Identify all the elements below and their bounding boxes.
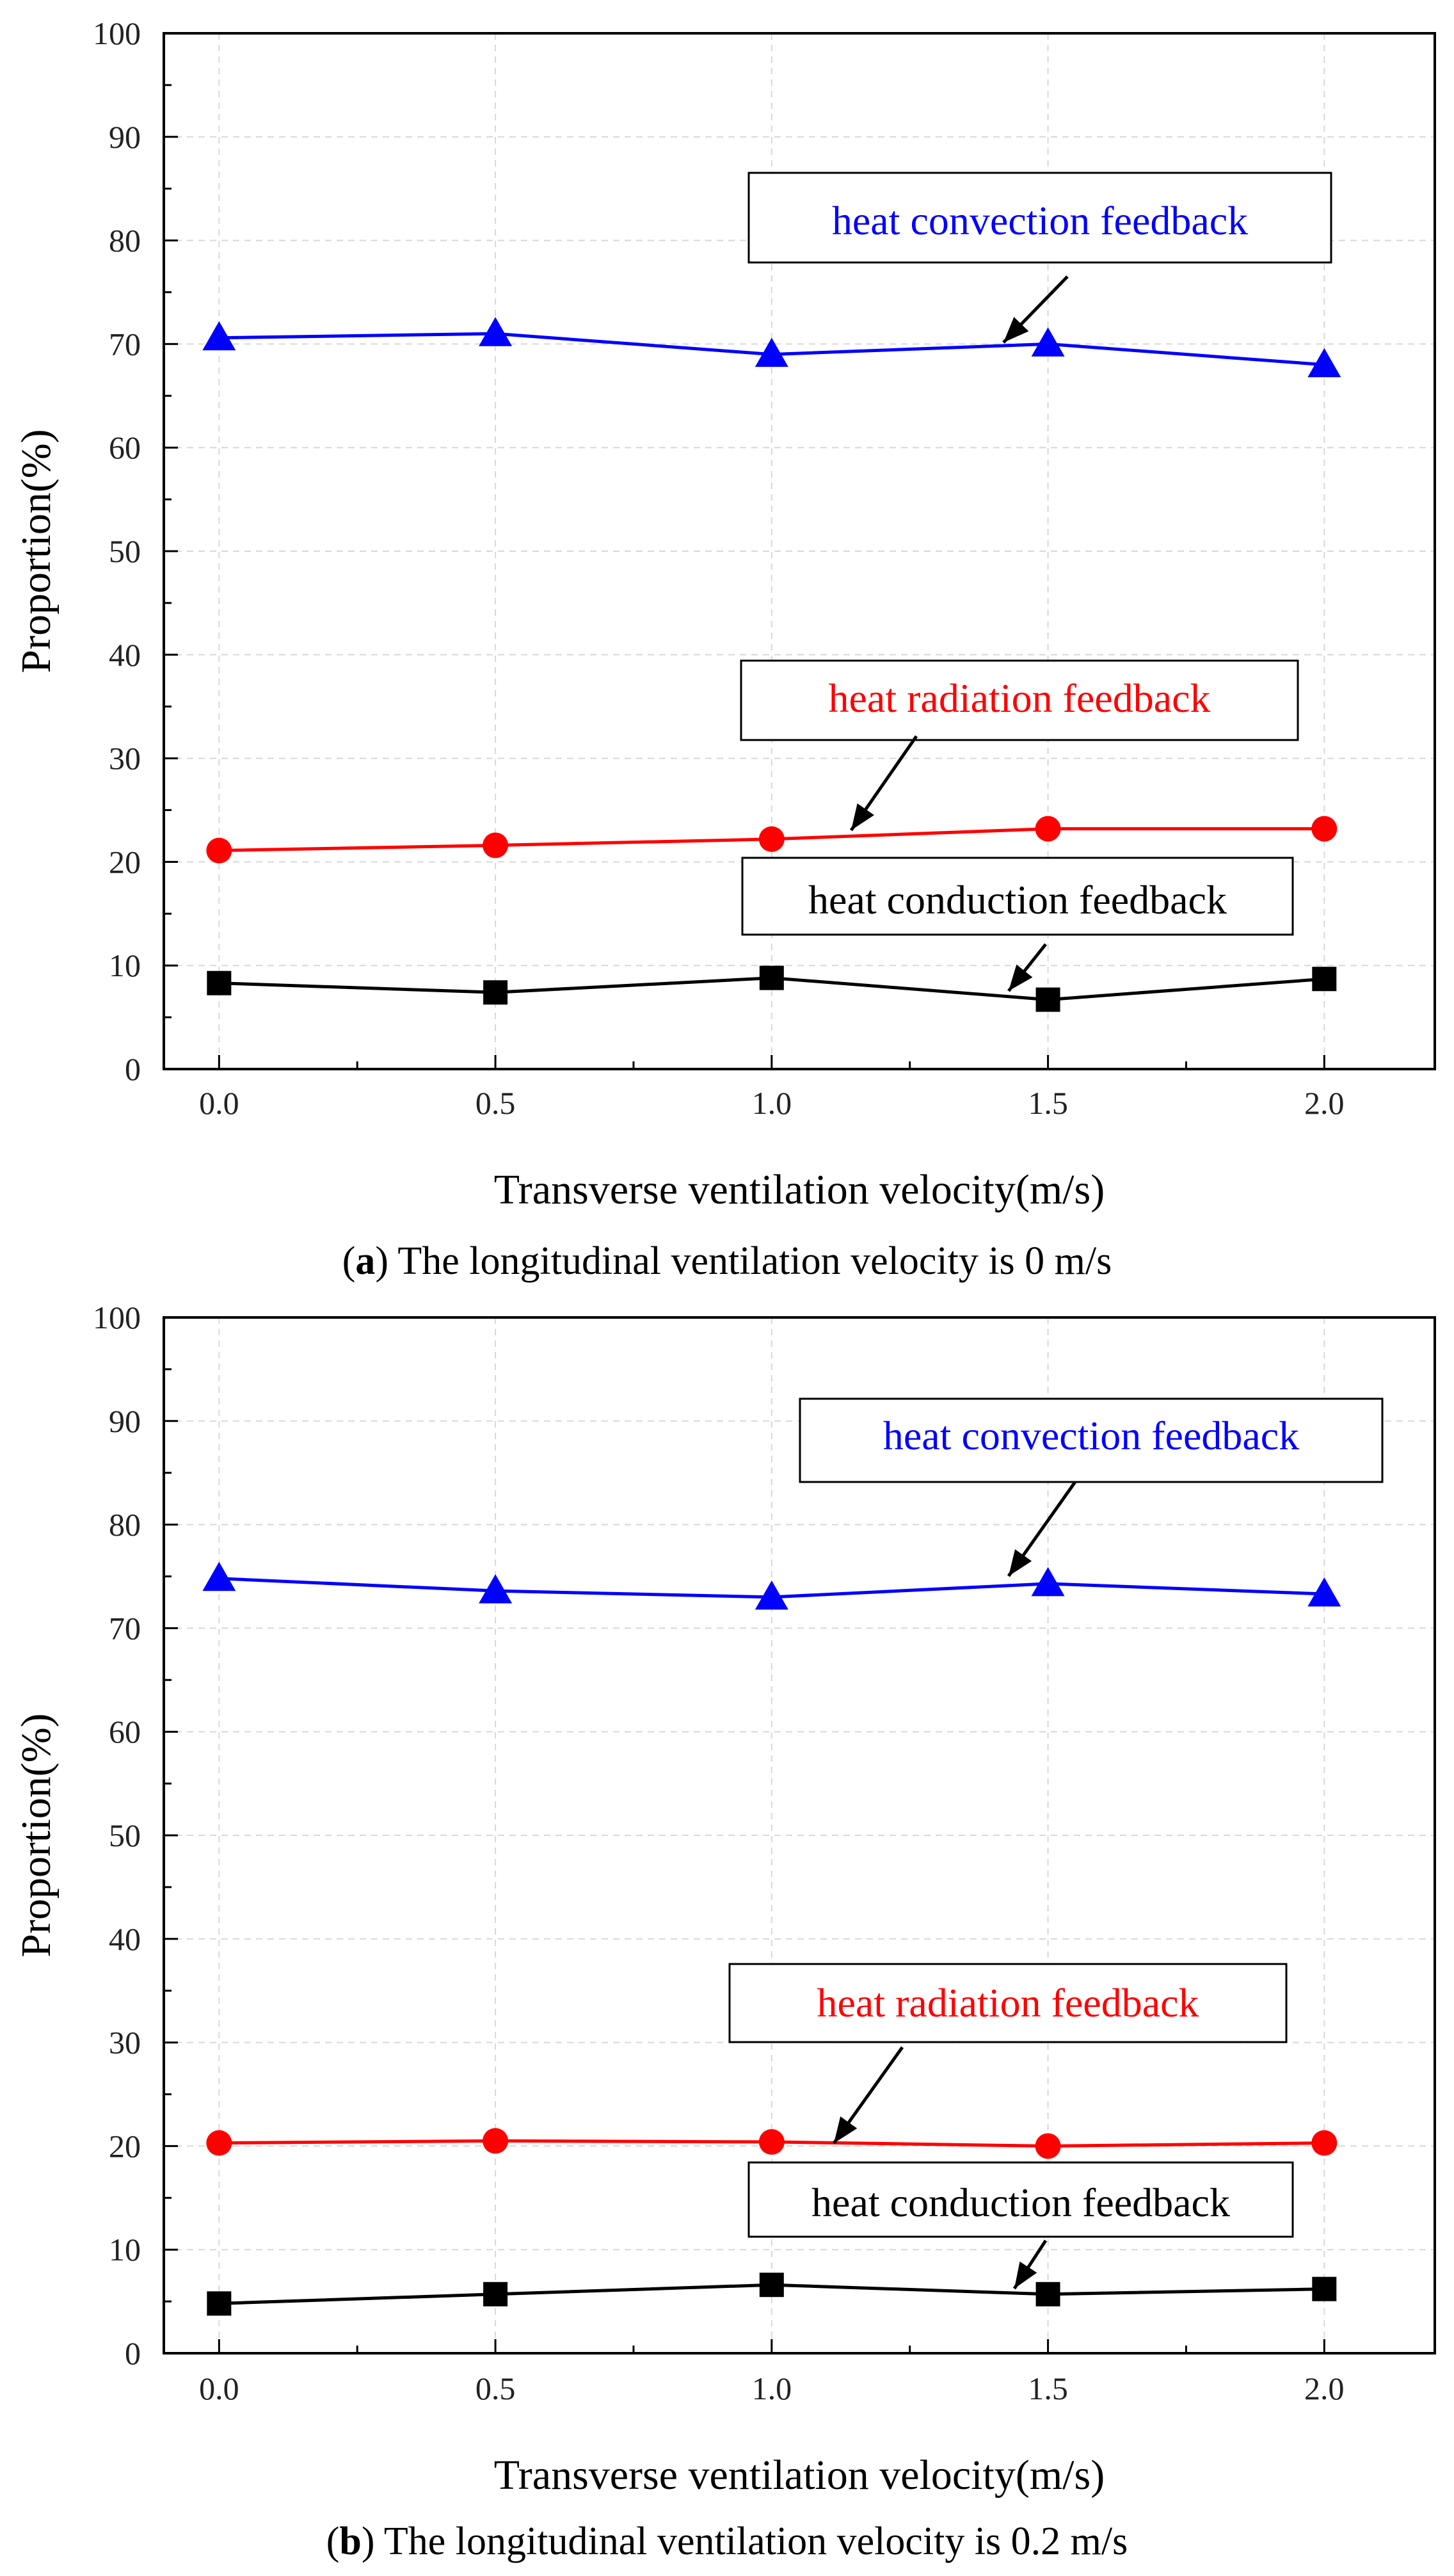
x-tick-label: 0.5	[475, 2371, 516, 2406]
data-point-radiation	[1035, 816, 1061, 842]
caption-text: ) The longitudinal ventilation velocity …	[362, 2520, 1128, 2563]
data-point-radiation	[1311, 816, 1338, 842]
chart-panel-b: 0 10 20 30 40 50 60 70 80 90 100 0.0 0.5 1.0 1.5 2.0 Tra…	[13, 1300, 1436, 2563]
annotation-label-conduction: heat conduction feedback	[811, 2180, 1230, 2225]
annotation-arrowhead-radiation	[834, 2116, 858, 2143]
y-tick-label: 40	[109, 637, 141, 673]
y-tick-label: 90	[109, 119, 141, 155]
data-point-convection	[479, 317, 513, 346]
y-tick-label: 50	[109, 1817, 141, 1853]
data-point-convection	[1031, 1566, 1065, 1597]
x-axis-title: Transverse ventilation velocity(m/s)	[494, 2452, 1105, 2499]
data-point-conduction	[1035, 2282, 1060, 2306]
chart-panel-a: 0 10 20 30 40 50 60 70 80 90 100 0.0 0.5 1.0 1.5 2.0 Tra…	[13, 15, 1436, 1283]
data-point-conduction	[207, 2291, 232, 2316]
x-tick-label: 0.5	[475, 1085, 516, 1121]
x-axis-title: Transverse ventilation velocity(m/s)	[494, 1166, 1105, 1213]
x-tick-label: 1.0	[752, 1085, 792, 1121]
data-point-radiation	[1311, 2130, 1338, 2156]
annotation-arrowhead-convection	[1009, 1549, 1032, 1576]
annotation-box-radiation	[728, 1963, 1288, 2043]
y-tick-label: 50	[109, 533, 141, 569]
data-point-convection	[755, 1580, 788, 1610]
y-tick-label: 80	[109, 1507, 141, 1543]
data-point-conduction	[1312, 967, 1337, 992]
data-point-conduction	[207, 970, 232, 995]
annotation-label-radiation: heat radiation feedback	[829, 675, 1211, 721]
x-tick-label: 2.0	[1304, 2371, 1345, 2406]
data-point-radiation	[206, 2130, 232, 2156]
data-point-radiation	[483, 2128, 509, 2154]
annotation-label-conduction: heat conduction feedback	[808, 877, 1227, 922]
figure-caption: (b) The longitudinal ventilation velocit…	[326, 2520, 1128, 2563]
x-tick-label: 0.0	[199, 2371, 239, 2406]
y-tick-label: 20	[109, 2128, 141, 2164]
figure-caption: (a) The longitudinal ventilation velocit…	[342, 1239, 1112, 1283]
y-tick-label: 30	[109, 741, 141, 777]
annotation-label-radiation: heat radiation feedback	[817, 1980, 1199, 2025]
data-point-conduction	[1312, 2276, 1337, 2301]
annotation-box-convection	[747, 172, 1332, 264]
annotation-arrowhead-conduction	[1014, 2261, 1037, 2289]
data-point-convection	[479, 1574, 513, 1604]
y-tick-label: 70	[109, 326, 141, 362]
caption-prefix: (	[342, 1239, 356, 1283]
x-tick-label: 1.5	[1028, 2371, 1068, 2406]
data-point-convection	[202, 321, 236, 351]
y-tick-label: 10	[109, 947, 141, 983]
annotation-arrowhead-radiation	[851, 803, 874, 830]
annotation-arrowhead-convection	[1003, 317, 1029, 342]
data-point-convection	[1307, 1577, 1341, 1607]
data-point-convection	[202, 1561, 236, 1591]
annotation-arrowhead-conduction	[1009, 964, 1033, 991]
caption-text: ) The longitudinal ventilation velocity …	[375, 1239, 1112, 1283]
data-point-radiation	[206, 837, 232, 864]
data-point-conduction	[483, 980, 508, 1005]
annotation-box-convection	[799, 1397, 1384, 1483]
annotation-label-convection: heat convection feedback	[883, 1413, 1299, 1458]
y-tick-label: 30	[109, 2025, 141, 2061]
caption-letter: a	[355, 1239, 375, 1283]
y-tick-label: 40	[109, 1921, 141, 1957]
data-point-radiation	[758, 826, 785, 852]
caption-prefix: (	[326, 2520, 340, 2563]
x-tick-label: 2.0	[1304, 1085, 1345, 1121]
data-point-radiation	[1035, 2133, 1061, 2159]
caption-letter: b	[339, 2520, 361, 2563]
data-point-conduction	[1035, 987, 1060, 1012]
data-point-radiation	[483, 832, 509, 858]
annotation-box-conduction	[741, 857, 1294, 936]
y-tick-label: 0	[125, 1051, 141, 1087]
y-axis-title: Proportion(%)	[13, 429, 60, 673]
data-point-conduction	[759, 2273, 784, 2298]
y-tick-label: 80	[109, 223, 141, 259]
y-tick-label: 20	[109, 844, 141, 880]
data-point-convection	[1031, 327, 1065, 357]
data-point-conduction	[759, 965, 784, 990]
annotation-box-conduction	[747, 2161, 1294, 2238]
x-tick-label: 1.5	[1028, 1085, 1068, 1121]
y-tick-label: 60	[109, 1714, 141, 1750]
y-tick-label: 100	[93, 15, 141, 51]
data-point-convection	[1307, 348, 1341, 378]
y-tick-label: 90	[109, 1403, 141, 1439]
annotation-label-convection: heat convection feedback	[832, 198, 1248, 243]
y-axis-title: Proportion(%)	[13, 1713, 60, 1957]
data-point-conduction	[483, 2282, 508, 2306]
x-tick-label: 0.0	[199, 1085, 239, 1121]
data-point-radiation	[758, 2129, 785, 2155]
annotation-box-radiation	[740, 659, 1299, 741]
y-tick-label: 70	[109, 1610, 141, 1646]
data-point-convection	[755, 337, 788, 367]
y-tick-label: 60	[109, 430, 141, 465]
y-tick-label: 10	[109, 2232, 141, 2267]
y-tick-label: 100	[93, 1300, 141, 1335]
x-tick-label: 1.0	[752, 2371, 792, 2406]
y-tick-label: 0	[125, 2335, 141, 2371]
